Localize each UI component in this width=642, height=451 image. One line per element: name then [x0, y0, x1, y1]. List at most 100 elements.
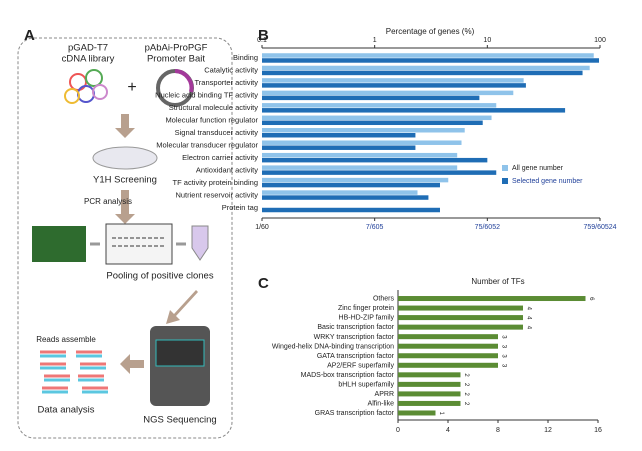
y-tick-label: WRKY transcription factor	[314, 334, 395, 341]
y-tick-label: Antioxidant activity	[196, 165, 258, 174]
arrow	[120, 354, 144, 374]
plus: +	[127, 79, 136, 96]
axis-title: Percentage of genes (%)	[386, 27, 475, 36]
y-tick-label: bHLH superfamily	[338, 381, 394, 388]
step-label: PCR analysis	[84, 197, 132, 206]
bar-annotation: 4	[525, 326, 531, 330]
step-label: Y1H Screening	[93, 175, 157, 186]
bar	[262, 108, 566, 113]
bar-annotation: 4	[525, 316, 531, 320]
bar	[398, 400, 461, 406]
bar	[262, 65, 590, 71]
y-tick-label: Electron carrier activity	[182, 153, 258, 162]
plasmid-library	[64, 69, 108, 104]
bar	[262, 83, 526, 88]
x-tick-label: 12	[544, 427, 552, 434]
bar	[398, 410, 436, 416]
bar	[262, 145, 416, 150]
y-tick-label: Alfin-like	[368, 401, 395, 408]
legend-swatch	[502, 165, 508, 171]
bar	[262, 207, 440, 213]
bar	[262, 133, 416, 138]
arrow	[115, 190, 135, 224]
bar-annotation: 3	[500, 335, 506, 339]
bar	[398, 315, 523, 321]
bar	[398, 391, 461, 397]
bar	[398, 372, 461, 378]
bar-annotation: 2	[463, 392, 469, 396]
bar	[262, 90, 514, 96]
bar	[262, 70, 583, 76]
y-tick-label: GATA transcription factor	[317, 353, 395, 360]
bar-annotation: 2	[463, 402, 469, 406]
y-tick-label: Structural molecule activity	[169, 103, 258, 112]
panel-label: C	[258, 275, 269, 292]
axis-title: Number of TFs	[471, 277, 524, 286]
bar	[262, 165, 458, 170]
bar	[262, 140, 462, 145]
bar	[398, 343, 498, 349]
y-tick-label: Nutrient reservoir activity	[175, 190, 258, 199]
y-tick-label: TF activity protein binding	[173, 178, 258, 187]
bar	[262, 152, 458, 158]
y-tick-label: Molecular transducer regulator	[156, 140, 258, 149]
y-tick-label: Winged-helix DNA-binding transcription	[272, 343, 394, 350]
x-tick-label: 100	[594, 37, 606, 44]
bar-annotation: 4	[525, 307, 531, 311]
x-tick-label: 4	[446, 427, 450, 434]
bar	[262, 182, 440, 188]
bar-annotation: 6	[588, 297, 594, 301]
x-tick-label: 8	[496, 427, 500, 434]
bar	[398, 334, 498, 340]
bar	[398, 296, 586, 302]
bait-insert	[174, 69, 194, 93]
bar	[262, 53, 594, 58]
y-tick-label: AP2/ERF superfamily	[327, 362, 394, 369]
x-tick-label: 10	[483, 37, 491, 44]
bar-annotation: 3	[500, 354, 506, 358]
y-tick-label: Molecular function regulator	[165, 116, 258, 125]
panel-label: B	[258, 27, 269, 44]
bar-annotation: 2	[463, 383, 469, 387]
petri-dish	[92, 146, 158, 170]
bar	[262, 177, 449, 183]
bar	[262, 157, 488, 163]
tube	[191, 225, 209, 261]
bar	[262, 58, 600, 63]
y-tick-label: Basic transcription factor	[317, 324, 394, 331]
bait-label: pAbAi-ProPGF	[145, 43, 208, 54]
reads	[40, 350, 108, 394]
bar-annotation: 1	[438, 412, 444, 416]
bar-annotation: 3	[500, 364, 506, 368]
sequencer-screen	[155, 339, 205, 367]
bar	[262, 78, 524, 83]
legend-label: Selected gene number	[512, 178, 583, 185]
library-label: pGAD-T7	[68, 43, 108, 54]
x2-tick-label: 75/6052	[475, 224, 500, 231]
step-label: Reads assemble	[36, 335, 96, 344]
y-tick-label: Protein tag	[222, 203, 258, 212]
y-tick-label: MADS-box transcription factor	[301, 372, 395, 379]
panel-a: A pGAD-T7 cDNA library pAbAi-ProPGF Prom…	[17, 27, 233, 439]
y-tick-label: Signal transducer activity	[175, 128, 259, 137]
bar	[262, 115, 492, 121]
x-tick-label: 0.1	[257, 37, 267, 44]
bar	[262, 128, 465, 133]
gel-bands	[112, 237, 166, 247]
y-tick-label: Transporter activity	[195, 78, 259, 87]
bar-annotation: 3	[500, 345, 506, 349]
y-tick-label: APRR	[375, 391, 394, 398]
bar	[398, 324, 523, 330]
y-tick-label: Zinc finger protein	[338, 305, 394, 312]
bar	[398, 353, 498, 359]
y-tick-label: HB-HD-ZIP family	[339, 315, 395, 322]
arrow	[166, 290, 198, 324]
bar	[262, 95, 480, 101]
panel-frame	[17, 37, 233, 439]
x2-tick-label: 759/60524	[583, 224, 616, 231]
y-tick-label: Others	[373, 296, 395, 303]
bait-label: Promoter Bait	[147, 54, 205, 65]
y-tick-label: Catalytic activity	[204, 66, 258, 75]
